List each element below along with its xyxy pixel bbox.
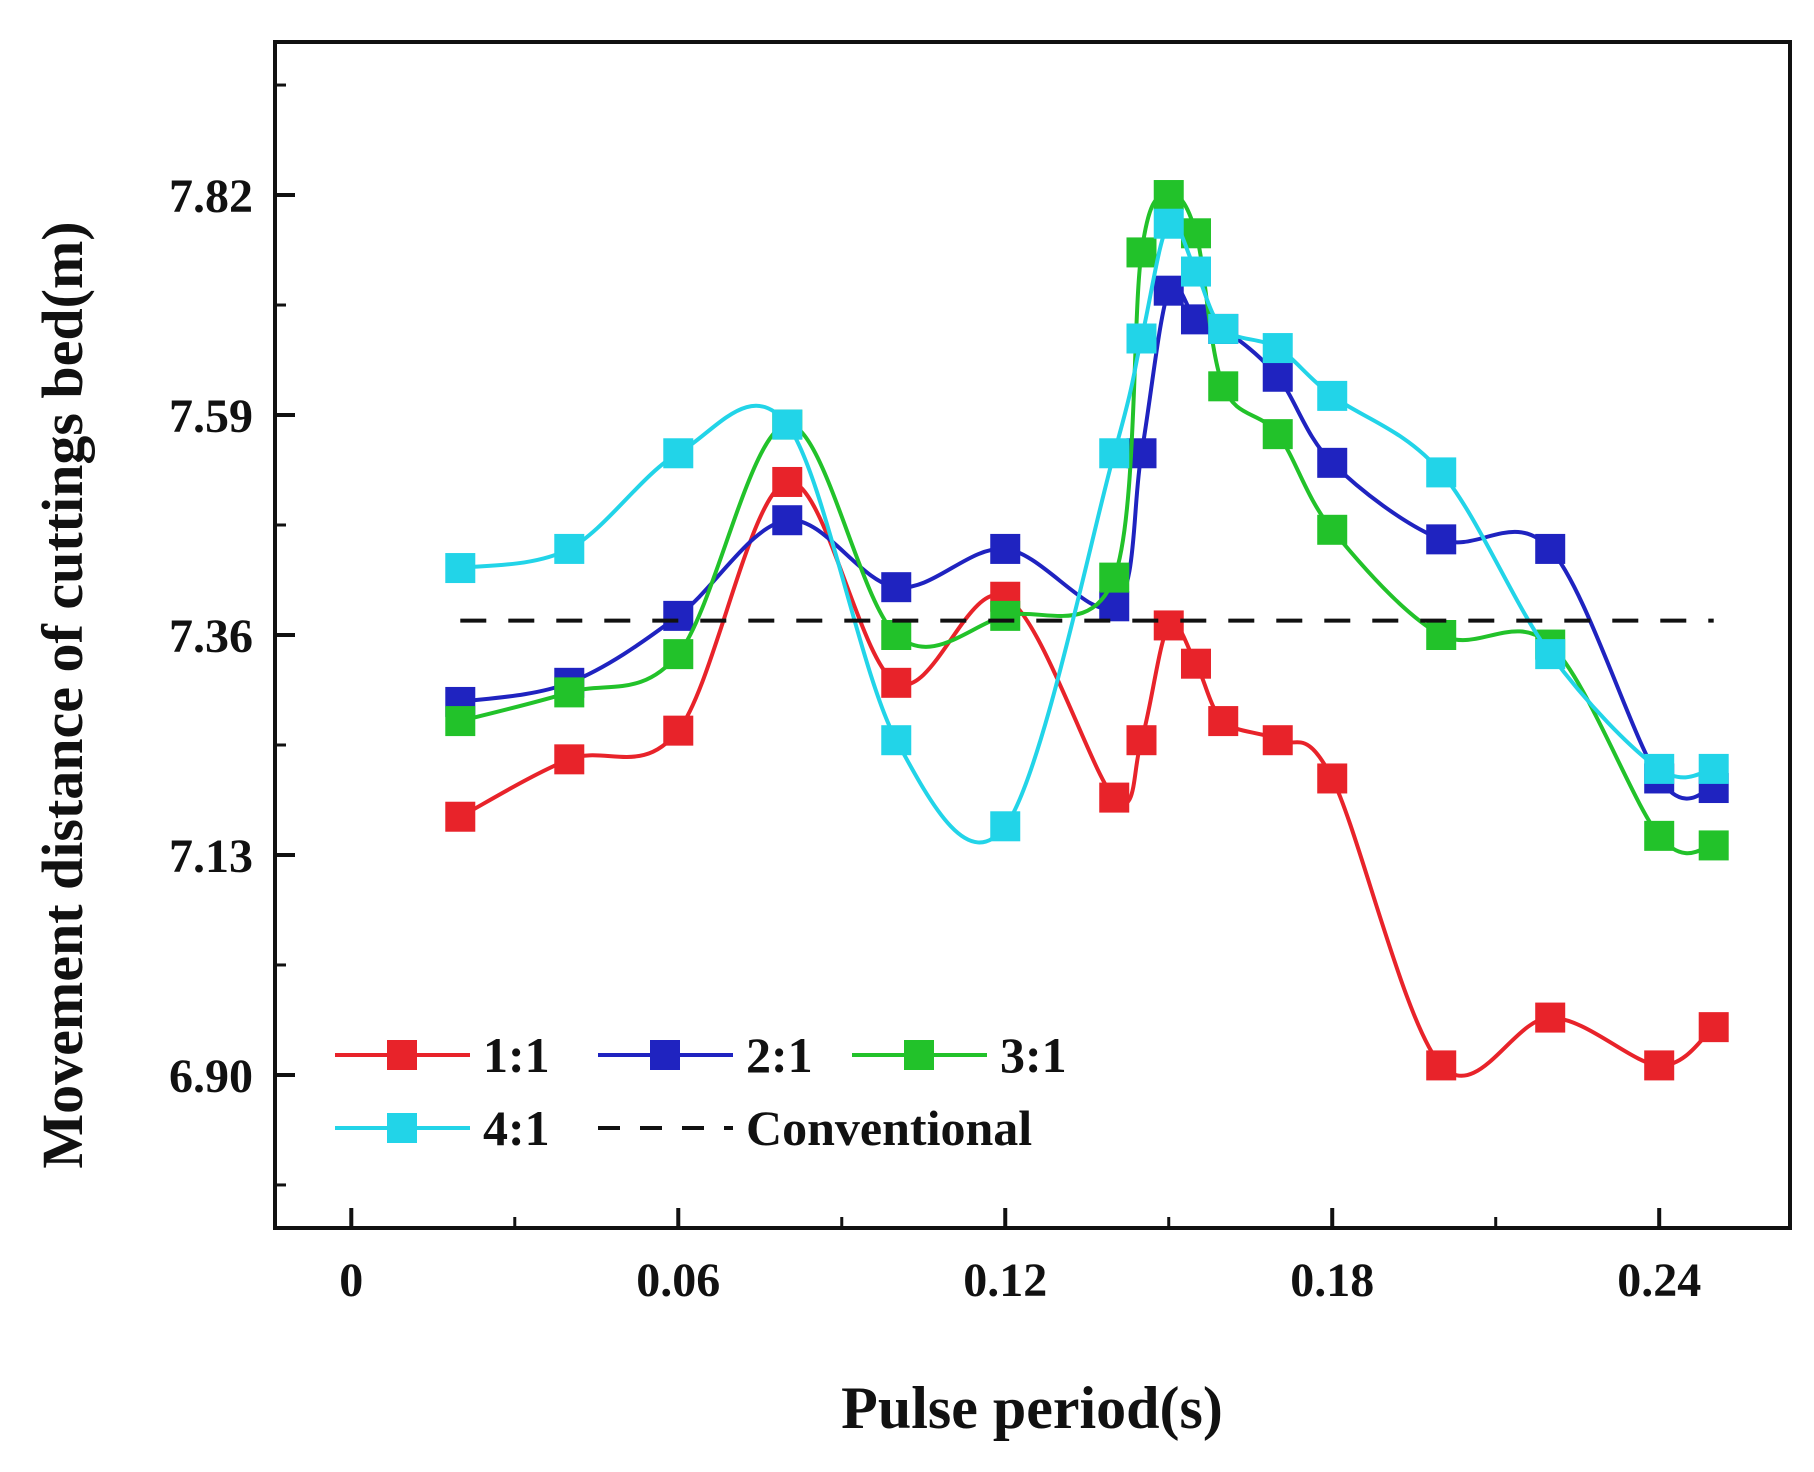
data-point-4-1 — [1153, 208, 1184, 239]
data-point-2-1 — [1153, 275, 1184, 306]
legend-item-4-1: 4:1 — [335, 1100, 550, 1156]
legend-marker-4-1 — [387, 1113, 417, 1143]
data-point-3-1 — [1426, 620, 1457, 650]
data-point-4-1 — [1698, 753, 1729, 784]
data-point-2-1 — [881, 572, 912, 603]
data-point-4-1 — [1180, 256, 1211, 287]
data-point-1-1 — [772, 466, 803, 497]
data-point-4-1 — [445, 553, 476, 584]
data-point-3-1 — [990, 600, 1021, 631]
y-tick-label: 7.59 — [169, 390, 253, 443]
data-point-1-1 — [1180, 648, 1211, 679]
data-point-3-1 — [554, 677, 585, 708]
series-2-1 — [445, 275, 1729, 804]
data-point-1-1 — [881, 667, 912, 698]
data-point-4-1 — [1208, 313, 1239, 344]
y-tick-label: 7.36 — [169, 610, 253, 663]
data-point-1-1 — [1208, 706, 1239, 737]
data-point-1-1 — [1644, 1050, 1675, 1081]
data-point-4-1 — [1644, 753, 1675, 784]
x-tick-label: 0.12 — [963, 1254, 1047, 1307]
y-tick-label: 7.82 — [169, 170, 253, 223]
data-point-3-1 — [1317, 514, 1348, 545]
legend-marker-2-1 — [650, 1040, 680, 1070]
legend-label-1-1: 1:1 — [483, 1027, 550, 1083]
data-point-4-1 — [1262, 333, 1293, 364]
data-point-3-1 — [1698, 830, 1729, 861]
data-point-2-1 — [1426, 524, 1457, 555]
legend-item-3-1: 3:1 — [852, 1027, 1067, 1083]
y-axis-title: Movement distance of cuttings bed(m) — [30, 221, 95, 1168]
data-point-2-1 — [663, 600, 694, 631]
y-tick-label: 6.90 — [169, 1050, 253, 1103]
data-point-1-1 — [1153, 610, 1184, 641]
x-tick-label: 0.18 — [1290, 1254, 1374, 1307]
legend-label-conventional: Conventional — [746, 1100, 1032, 1156]
data-point-1-1 — [1535, 1002, 1566, 1033]
data-point-1-1 — [1698, 1012, 1729, 1043]
data-point-3-1 — [881, 620, 912, 650]
data-point-4-1 — [881, 725, 912, 756]
legend-label-4-1: 4:1 — [483, 1100, 550, 1156]
series-line-3-1 — [459, 192, 1715, 856]
data-point-1-1 — [1317, 763, 1348, 794]
series-4-1 — [445, 208, 1729, 845]
data-point-2-1 — [1262, 361, 1293, 392]
data-point-1-1 — [554, 744, 585, 775]
x-tick-label: 0.06 — [636, 1254, 720, 1307]
data-point-4-1 — [1426, 457, 1457, 488]
x-tick-label: 0 — [339, 1254, 363, 1307]
series-line-2-1 — [459, 282, 1715, 801]
legend-item-conventional: Conventional — [598, 1100, 1032, 1156]
data-point-3-1 — [445, 706, 476, 737]
data-point-1-1 — [1126, 725, 1157, 756]
data-point-1-1 — [1099, 782, 1130, 813]
series-3-1 — [445, 180, 1729, 861]
data-point-1-1 — [1426, 1050, 1457, 1081]
data-point-3-1 — [663, 639, 694, 670]
data-point-4-1 — [1126, 323, 1157, 354]
legend-item-2-1: 2:1 — [598, 1027, 813, 1083]
data-point-3-1 — [1099, 562, 1130, 593]
data-point-1-1 — [1262, 725, 1293, 756]
data-point-4-1 — [1099, 438, 1130, 469]
data-point-1-1 — [445, 801, 476, 832]
series-1-1 — [445, 466, 1729, 1081]
data-point-4-1 — [990, 811, 1021, 842]
x-tick-label: 0.24 — [1617, 1254, 1701, 1307]
data-point-2-1 — [1535, 533, 1566, 564]
legend-marker-3-1 — [904, 1040, 934, 1070]
legend-label-2-1: 2:1 — [746, 1027, 813, 1083]
data-point-3-1 — [1644, 820, 1675, 851]
data-point-3-1 — [1208, 371, 1239, 402]
legend: 1:1 2:1 3:1 4:1 Conventional — [335, 1027, 1067, 1156]
data-point-4-1 — [1317, 380, 1348, 411]
legend-marker-1-1 — [387, 1040, 417, 1070]
data-point-3-1 — [1153, 180, 1184, 211]
legend-item-1-1: 1:1 — [335, 1027, 550, 1083]
data-point-2-1 — [772, 505, 803, 536]
data-point-4-1 — [772, 409, 803, 440]
data-point-1-1 — [663, 715, 694, 746]
data-point-2-1 — [1317, 447, 1348, 478]
data-point-3-1 — [1126, 237, 1157, 268]
data-point-4-1 — [1535, 639, 1566, 670]
legend-label-3-1: 3:1 — [1000, 1027, 1067, 1083]
data-point-3-1 — [1262, 419, 1293, 450]
axes-layer: 0 0.06 0.12 0.18 0.24 6.90 7.13 7.36 7.59 7.82 — [169, 83, 1701, 1307]
x-axis-title: Pulse period(s) — [841, 1375, 1223, 1441]
data-point-4-1 — [554, 533, 585, 564]
series-layer — [445, 180, 1729, 1081]
data-point-4-1 — [663, 438, 694, 469]
y-tick-label: 7.13 — [169, 830, 253, 883]
data-point-2-1 — [990, 533, 1021, 564]
